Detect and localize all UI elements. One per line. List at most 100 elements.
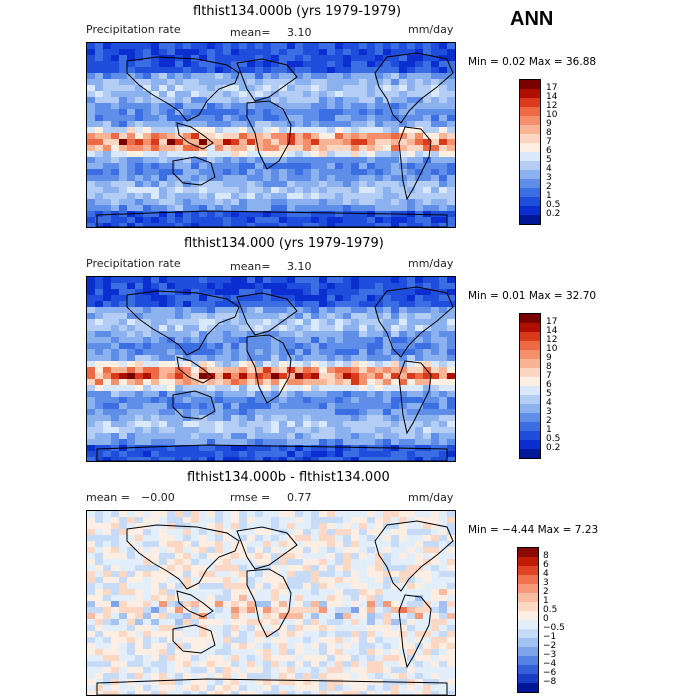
mean-value: 3.10 bbox=[287, 260, 312, 273]
colorbar-tick-label: 14 bbox=[546, 92, 558, 102]
colorbar-band bbox=[520, 431, 540, 440]
colorbar-band bbox=[520, 323, 540, 332]
colorbar-band bbox=[520, 89, 540, 98]
panel-title: flthist134.000b (yrs 1979-1979) bbox=[193, 4, 402, 19]
colorbar-tick-label: 1 bbox=[543, 596, 549, 606]
colorbar-tick-label: 5 bbox=[546, 389, 552, 399]
colorbar-band bbox=[520, 188, 540, 197]
colorbar-tick-label: −0.5 bbox=[543, 623, 565, 633]
colorbar-band bbox=[520, 350, 540, 359]
colorbar-tick-label: 0.2 bbox=[546, 443, 561, 453]
colorbar-band bbox=[520, 386, 540, 395]
colorbar-tick-label: −2 bbox=[543, 641, 557, 651]
mean-value: −0.00 bbox=[141, 491, 175, 504]
colorbar-band bbox=[520, 179, 540, 188]
min-max-label: Min = −4.44 Max = 7.23 bbox=[468, 524, 599, 536]
colorbar-tick-label: 0.5 bbox=[546, 434, 561, 444]
variable-label: Precipitation rate bbox=[86, 23, 181, 36]
colorbar-band bbox=[520, 368, 540, 377]
colorbar-band bbox=[520, 170, 540, 179]
colorbar-band bbox=[520, 215, 540, 224]
colorbar-tick-label: 0.2 bbox=[546, 209, 561, 219]
colorbar bbox=[519, 79, 541, 225]
colorbar-tick-label: 2 bbox=[546, 416, 552, 426]
colorbar-band bbox=[520, 152, 540, 161]
precip-map bbox=[86, 276, 456, 462]
colorbar-tick-label: 1 bbox=[546, 191, 552, 201]
season-label: ANN bbox=[510, 8, 554, 30]
colorbar-band bbox=[518, 557, 538, 566]
colorbar-band bbox=[518, 629, 538, 638]
colorbar-tick-label: 3 bbox=[543, 578, 549, 588]
mean-label: mean= bbox=[230, 26, 271, 39]
colorbar-band bbox=[518, 683, 538, 692]
colorbar-band bbox=[520, 413, 540, 422]
colorbar-band bbox=[520, 314, 540, 323]
colorbar-band bbox=[518, 656, 538, 665]
colorbar-band bbox=[520, 359, 540, 368]
colorbar-band bbox=[518, 638, 538, 647]
colorbar-tick-label: 0.5 bbox=[543, 605, 558, 615]
colorbar-tick-label: 3 bbox=[546, 173, 552, 183]
colorbar-band bbox=[520, 332, 540, 341]
colorbar-band bbox=[520, 161, 540, 170]
precip-field bbox=[87, 43, 455, 227]
min-max-label: Min = 0.02 Max = 36.88 bbox=[468, 56, 597, 68]
colorbar-band bbox=[520, 197, 540, 206]
colorbar-tick-label: −1 bbox=[543, 632, 557, 642]
colorbar-band bbox=[518, 674, 538, 683]
colorbar-tick-label: −3 bbox=[543, 650, 557, 660]
colorbar-tick-label: −6 bbox=[543, 668, 557, 678]
colorbar-tick-label: 4 bbox=[543, 569, 549, 579]
colorbar-tick-label: 6 bbox=[543, 560, 549, 570]
rmse-label: rmse = bbox=[230, 491, 271, 504]
rmse-value: 0.77 bbox=[287, 491, 312, 504]
colorbar-tick-label: 3 bbox=[546, 407, 552, 417]
colorbar-tick-label: 7 bbox=[546, 137, 552, 147]
colorbar-band bbox=[518, 620, 538, 629]
colorbar-tick-label: 5 bbox=[546, 155, 552, 165]
colorbar-tick-label: 2 bbox=[546, 182, 552, 192]
colorbar-tick-label: 0.5 bbox=[546, 200, 561, 210]
colorbar-band bbox=[520, 404, 540, 413]
colorbar-band bbox=[520, 125, 540, 134]
colorbar-tick-label: 4 bbox=[546, 398, 552, 408]
colorbar-band bbox=[520, 440, 540, 449]
colorbar-tick-label: 4 bbox=[546, 164, 552, 174]
colorbar-tick-label: 10 bbox=[546, 344, 558, 354]
colorbar-tick-label: 12 bbox=[546, 335, 558, 345]
colorbar-tick-label: 8 bbox=[543, 551, 549, 561]
colorbar-band bbox=[520, 449, 540, 458]
min-max-label: Min = 0.01 Max = 32.70 bbox=[468, 290, 597, 302]
colorbar bbox=[519, 313, 541, 459]
colorbar-tick-label: 8 bbox=[546, 128, 552, 138]
mean-label: mean= bbox=[230, 260, 271, 273]
mean-label: mean = bbox=[86, 491, 130, 504]
colorbar-band bbox=[520, 98, 540, 107]
colorbar-band bbox=[518, 584, 538, 593]
colorbar-tick-label: 9 bbox=[546, 353, 552, 363]
panel-title: flthist134.000 (yrs 1979-1979) bbox=[184, 236, 384, 251]
colorbar-tick-label: 17 bbox=[546, 317, 558, 327]
difference-map bbox=[86, 510, 456, 696]
colorbar-tick-label: 6 bbox=[546, 146, 552, 156]
colorbar-band bbox=[520, 206, 540, 215]
units-label: mm/day bbox=[408, 23, 454, 36]
colorbar-tick-label: 10 bbox=[546, 110, 558, 120]
colorbar-band bbox=[518, 611, 538, 620]
colorbar-tick-label: 12 bbox=[546, 101, 558, 111]
precip-map bbox=[86, 42, 456, 228]
colorbar-tick-label: 17 bbox=[546, 83, 558, 93]
coastlines bbox=[96, 520, 454, 695]
colorbar-tick-label: 8 bbox=[546, 362, 552, 372]
precip-field bbox=[87, 277, 455, 461]
colorbar-band bbox=[518, 566, 538, 575]
colorbar-tick-label: −8 bbox=[543, 677, 557, 687]
colorbar-band bbox=[520, 377, 540, 386]
colorbar-band bbox=[520, 143, 540, 152]
colorbar bbox=[517, 547, 539, 693]
coastlines bbox=[96, 286, 454, 461]
colorbar-band bbox=[520, 107, 540, 116]
difference-field bbox=[87, 511, 455, 695]
colorbar-band bbox=[520, 116, 540, 125]
